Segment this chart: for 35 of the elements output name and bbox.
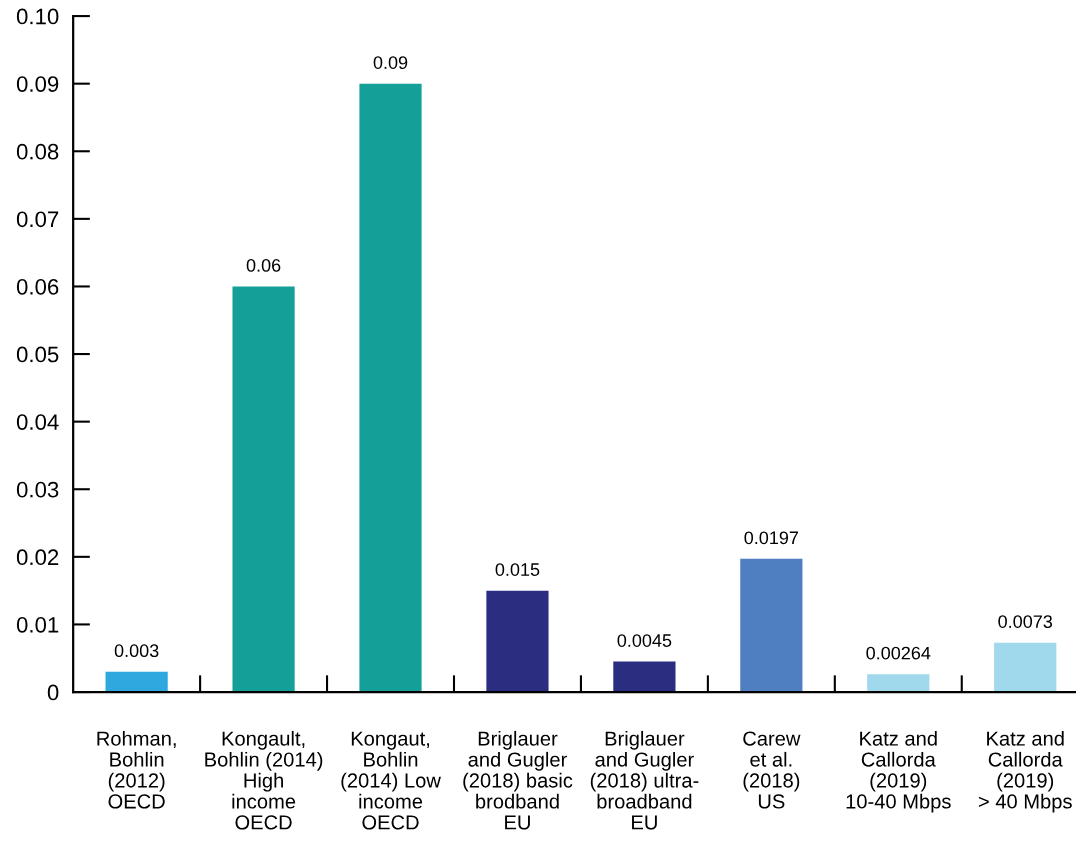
- data-label: 0.00264: [866, 646, 931, 660]
- y-tick-label: 0: [47, 684, 59, 701]
- y-tick-label: 0.10: [16, 8, 59, 25]
- data-label: 0.06: [246, 258, 281, 272]
- x-tick-label: Katz and Callorda (2019) > 40 Mbps: [978, 730, 1072, 813]
- bar: [486, 590, 549, 693]
- y-tick-label: 0.06: [16, 278, 59, 295]
- data-label: 0.0073: [998, 615, 1053, 628]
- bar: [867, 674, 930, 693]
- data-label: 0.09: [373, 56, 408, 69]
- bar: [994, 642, 1057, 693]
- data-label: 0.0045: [617, 634, 672, 647]
- y-tick-label: 0.01: [16, 616, 59, 633]
- y-tick-label: 0.03: [16, 481, 59, 498]
- x-tick-label: Rohman, Bohlin (2012) OECD: [97, 730, 176, 809]
- bar: [359, 83, 422, 693]
- x-tick-label: Briglauer and Gugler (2018) ultra- broadband EU: [590, 730, 699, 830]
- y-tick-label: 0.02: [16, 549, 59, 566]
- bar: [740, 558, 803, 693]
- bar: [105, 671, 168, 693]
- x-tick-label: Carew et al. (2018) US: [743, 731, 801, 809]
- x-tick-label: Briglauer and Gugler (2018) basic brodband EU: [463, 730, 573, 830]
- y-tick-label: 0.09: [16, 76, 59, 92]
- bar: [232, 286, 295, 693]
- x-tick-label: Kongault, Bohlin (2014) High income OECD: [205, 730, 323, 830]
- x-tick-label: Kongaut, Bohlin (2014) Low income OECD: [341, 731, 441, 830]
- y-tick-label: 0.07: [16, 211, 59, 228]
- data-label: 0.015: [495, 563, 540, 576]
- x-tick-label: Katz and Callorda (2019) 10-40 Mbps: [846, 730, 951, 813]
- bar: [613, 661, 676, 693]
- y-tick-label: 0.04: [16, 414, 59, 430]
- y-tick-label: 0.08: [16, 143, 59, 160]
- data-label: 0.0197: [744, 531, 799, 545]
- y-tick-label: 0.05: [16, 346, 59, 363]
- data-label: 0.003: [114, 644, 159, 658]
